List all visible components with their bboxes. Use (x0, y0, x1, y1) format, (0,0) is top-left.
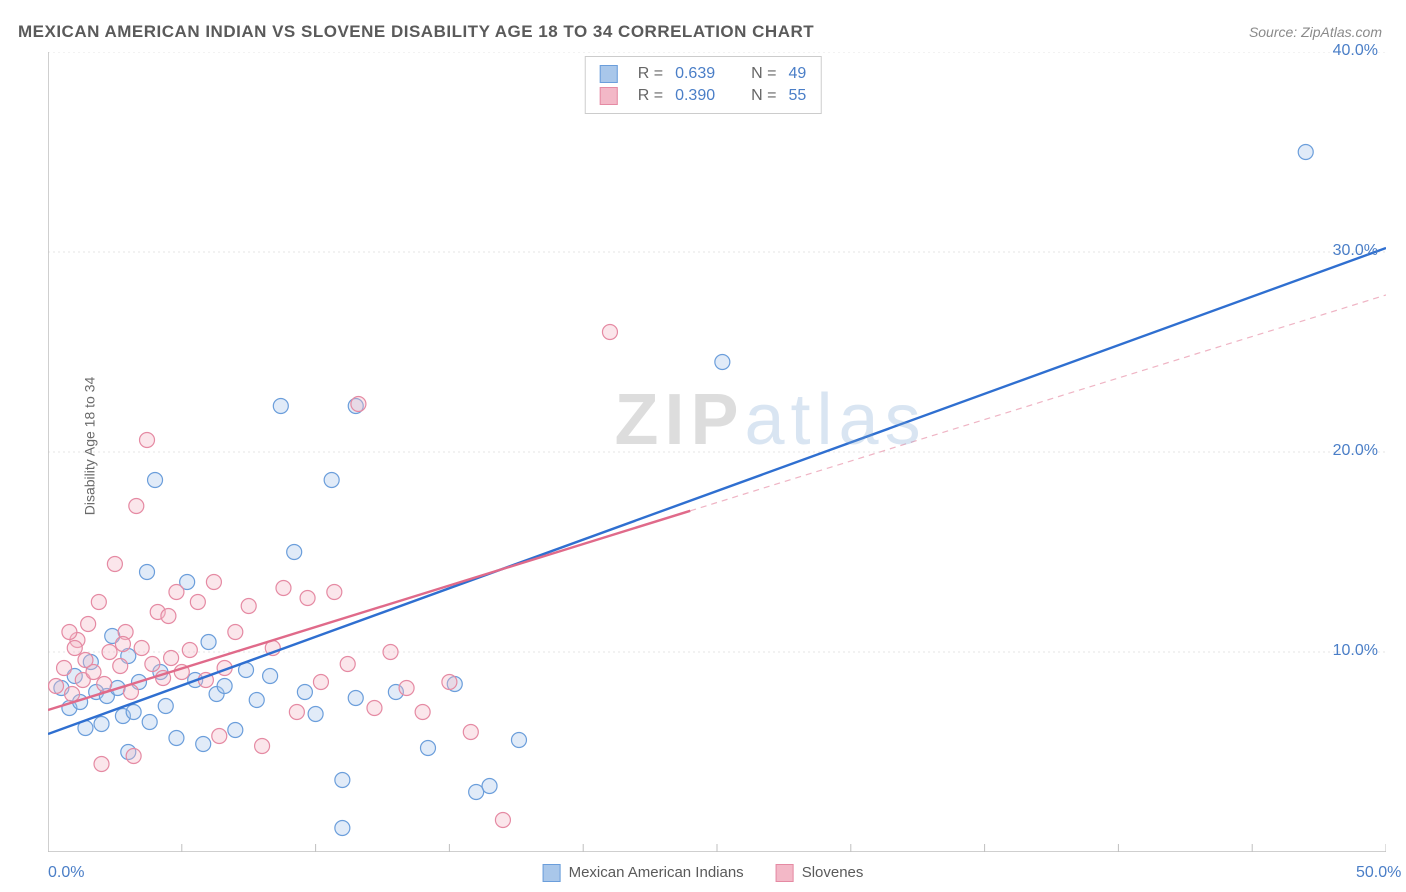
scatter-svg (48, 52, 1386, 852)
chart-title: MEXICAN AMERICAN INDIAN VS SLOVENE DISAB… (18, 22, 814, 42)
stats-swatch-0 (600, 65, 618, 83)
legend-swatch-1 (776, 864, 794, 882)
n-value-1: 55 (788, 87, 806, 105)
xtick-label: 0.0% (48, 864, 84, 882)
plot-area: ZIPatlas 10.0%20.0%30.0%40.0%0.0%50.0% (48, 52, 1386, 852)
r-label-1: R = (638, 87, 663, 105)
source-name: ZipAtlas.com (1301, 24, 1382, 40)
stats-row-1: R = 0.390 N = 55 (600, 85, 807, 107)
n-label-1: N = (751, 87, 776, 105)
legend-item-1: Slovenes (776, 864, 864, 882)
r-label-0: R = (638, 65, 663, 83)
legend-item-0: Mexican American Indians (543, 864, 744, 882)
ytick-label: 20.0% (1333, 442, 1378, 460)
r-value-1: 0.390 (675, 87, 715, 105)
ytick-label: 30.0% (1333, 242, 1378, 260)
n-value-0: 49 (788, 65, 806, 83)
r-value-0: 0.639 (675, 65, 715, 83)
n-label-0: N = (751, 65, 776, 83)
chart-container: MEXICAN AMERICAN INDIAN VS SLOVENE DISAB… (0, 0, 1406, 892)
bottom-legend: Mexican American Indians Slovenes (543, 864, 864, 882)
legend-label-0: Mexican American Indians (569, 864, 744, 881)
stats-legend: R = 0.639 N = 49 R = 0.390 N = 55 (585, 56, 822, 114)
source-prefix: Source: (1249, 24, 1301, 40)
xtick-label: 50.0% (1356, 864, 1401, 882)
legend-label-1: Slovenes (802, 864, 864, 881)
stats-row-0: R = 0.639 N = 49 (600, 63, 807, 85)
ytick-label: 10.0% (1333, 642, 1378, 660)
ytick-label: 40.0% (1333, 42, 1378, 60)
source-credit: Source: ZipAtlas.com (1249, 24, 1382, 40)
legend-swatch-0 (543, 864, 561, 882)
stats-swatch-1 (600, 87, 618, 105)
